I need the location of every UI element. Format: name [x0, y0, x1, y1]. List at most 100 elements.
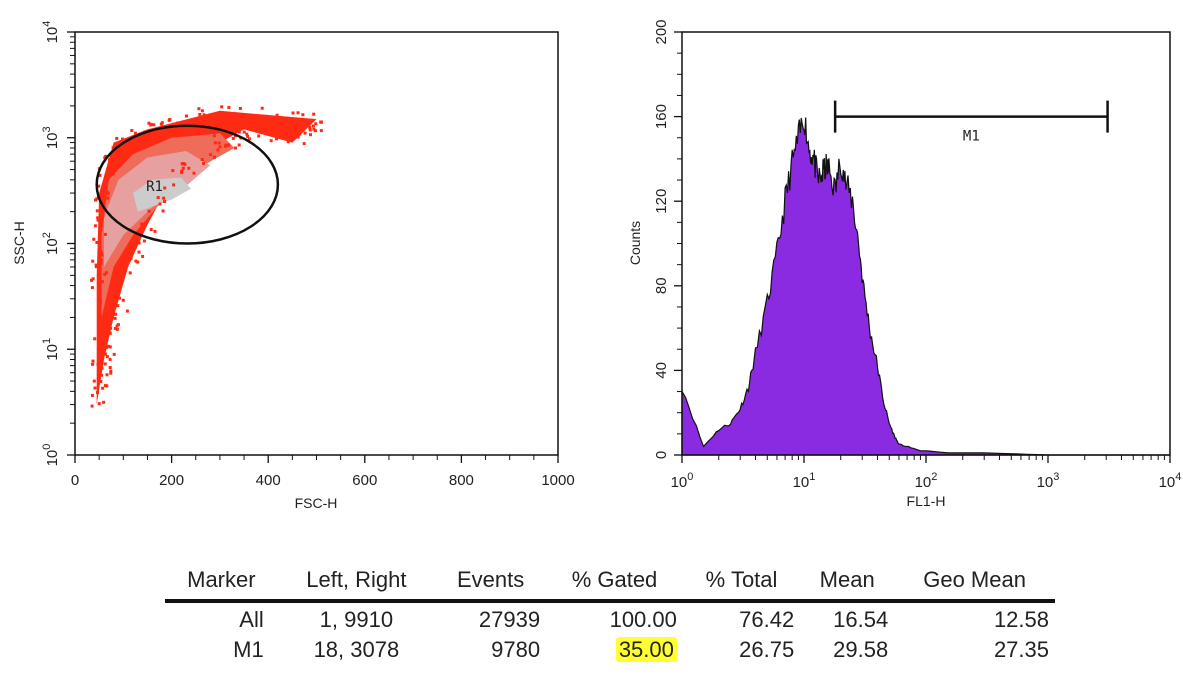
cell-geo-mean: 27.35 [993, 637, 1049, 662]
density-speckle [103, 352, 107, 356]
gate-r1-ellipse [95, 124, 280, 245]
density-speckle [115, 136, 119, 140]
cell-mean: 16.54 [833, 607, 889, 632]
header-geo-mean: Geo Mean [894, 565, 1055, 603]
histogram-x-tick-label: 101 [793, 471, 816, 491]
density-speckle [91, 277, 95, 281]
density-speckle [100, 322, 104, 326]
density-speckle [296, 111, 300, 115]
density-speckle [311, 118, 315, 122]
density-speckle [101, 214, 105, 218]
density-speckle [94, 263, 98, 267]
density-speckle [171, 169, 175, 173]
density-speckle [275, 137, 278, 141]
density-speckle [137, 237, 141, 241]
density-speckle [288, 134, 292, 138]
density-speckle [111, 315, 115, 319]
density-speckle [95, 241, 99, 244]
density-speckle [97, 254, 101, 258]
density-speckle [275, 113, 279, 117]
density-speckle [218, 111, 222, 115]
scatter-y-tick-label-base: 10 [44, 27, 61, 44]
density-speckle [269, 139, 273, 143]
density-speckle [98, 350, 102, 354]
density-speckle [100, 366, 104, 370]
density-speckle [111, 146, 115, 150]
density-speckle [98, 347, 102, 351]
header-mean: Mean [800, 565, 895, 603]
density-speckle [96, 216, 100, 220]
scatter-y-tick-label-base: 10 [44, 132, 61, 149]
cell-gated: 35.00 [546, 633, 683, 663]
density-speckle [301, 113, 305, 117]
histogram-x-tick-label-exponent: 4 [1175, 471, 1181, 483]
density-speckle [156, 133, 159, 137]
density-speckle [109, 326, 113, 330]
density-speckle [105, 355, 109, 359]
density-speckle [245, 120, 249, 124]
density-speckle [105, 190, 109, 194]
density-speckle [147, 121, 151, 125]
density-speckle [97, 356, 101, 360]
histogram-x-tick-label: 103 [1037, 471, 1060, 491]
density-speckle [185, 114, 188, 118]
density-speckle [243, 117, 247, 121]
histogram-x-tick-label-exponent: 2 [931, 471, 937, 483]
density-speckle [105, 271, 108, 275]
density-speckle [300, 126, 304, 130]
density-speckle [99, 250, 103, 254]
marker-stats-table: Marker Left, Right Events % Gated % Tota… [165, 565, 1055, 663]
scatter-y-tick-label: 103 [41, 126, 61, 149]
density-speckle [245, 132, 249, 136]
density-speckle [251, 114, 255, 118]
density-speckle [113, 168, 117, 172]
density-speckle [109, 371, 113, 375]
scatter-y-tick-label-exponent: 0 [41, 444, 53, 450]
marker-m1 [833, 100, 1109, 133]
density-speckle [212, 134, 216, 138]
density-speckle [90, 394, 94, 397]
density-speckle [91, 362, 95, 366]
header-total: % Total [682, 565, 801, 603]
density-speckle [129, 138, 133, 142]
table-row: M1 18, 3078 9780 35.00 26.75 29.58 27.35 [165, 633, 1055, 663]
density-speckle [213, 141, 217, 145]
density-speckle [217, 141, 221, 145]
density-speckle [104, 305, 108, 309]
scatter-x-tick-label: 400 [256, 472, 281, 489]
density-speckle [115, 327, 119, 331]
density-speckle [123, 265, 127, 269]
marker-m1-label: M1 [963, 129, 980, 145]
density-speckle [223, 144, 227, 148]
density-speckle [114, 283, 118, 287]
density-speckle [120, 145, 124, 149]
density-speckle [108, 345, 112, 349]
cell-geo-mean: 12.58 [993, 607, 1049, 632]
density-speckle [121, 298, 125, 302]
cell-marker: M1 [233, 637, 264, 662]
density-speckle [152, 123, 156, 127]
density-speckle [113, 316, 117, 320]
scatter-y-tick-label-exponent: 1 [41, 338, 53, 344]
density-speckle [257, 134, 261, 138]
density-speckle [109, 369, 113, 373]
density-speckle [99, 334, 103, 338]
density-speckle [92, 237, 96, 241]
density-speckle [163, 200, 167, 203]
density-speckle [96, 391, 99, 394]
density-speckle [243, 124, 246, 128]
density-speckle [180, 171, 184, 175]
scatter-y-tick-label-exponent: 2 [41, 232, 53, 238]
density-speckle [97, 402, 101, 406]
cell-events: 27939 [478, 607, 541, 632]
density-speckle [113, 304, 117, 308]
density-speckle [115, 324, 119, 328]
density-speckle [264, 118, 268, 122]
density-speckle [105, 384, 109, 388]
scatter-x-axis-title: FSC-H [295, 495, 338, 511]
scatter-x-tick-label: 1000 [541, 472, 574, 489]
density-speckle [108, 331, 112, 335]
density-speckle [171, 122, 175, 126]
density-speckle [93, 337, 97, 341]
